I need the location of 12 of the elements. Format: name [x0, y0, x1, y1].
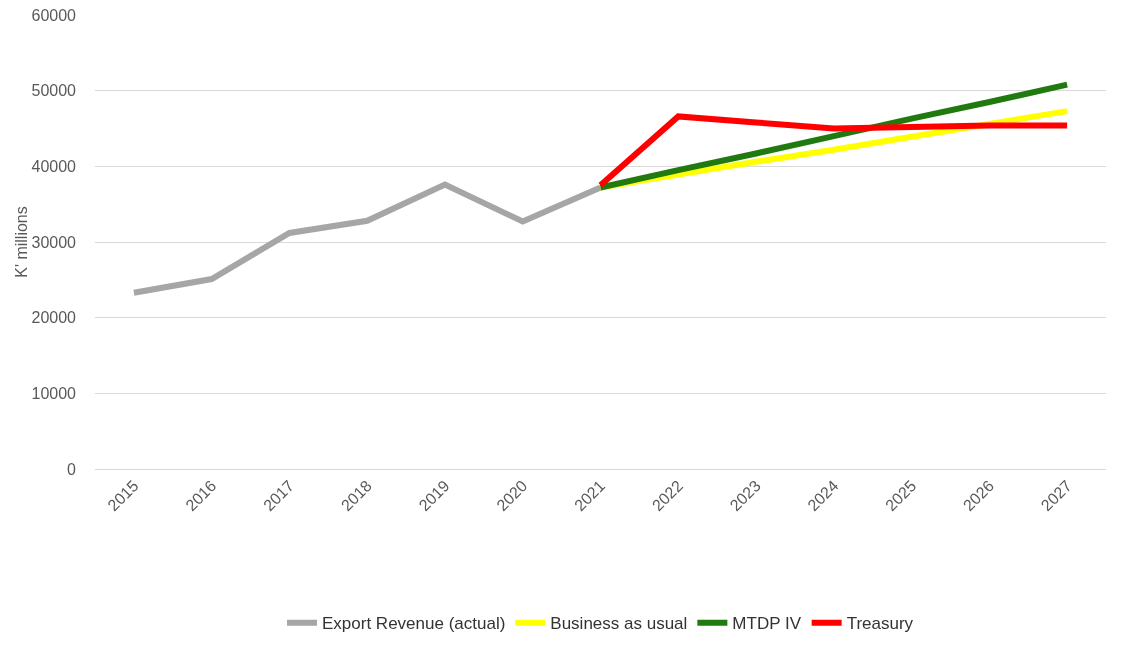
legend-label: MTDP IV	[732, 614, 802, 634]
y-axis-title: K' millions	[12, 206, 30, 278]
y-tick-label: 0	[67, 460, 77, 478]
y-tick-label: 60000	[31, 6, 77, 24]
y-tick-label: 10000	[31, 384, 77, 402]
y-tick-label: 30000	[31, 233, 77, 251]
y-tick-label: 40000	[31, 157, 77, 175]
y-tick-label: 20000	[31, 309, 77, 327]
legend-label: Export Revenue (actual)	[322, 614, 506, 634]
legend-label: Treasury	[846, 614, 914, 634]
y-tick-label: 50000	[31, 82, 77, 100]
legend-label: Business as usual	[550, 614, 688, 634]
